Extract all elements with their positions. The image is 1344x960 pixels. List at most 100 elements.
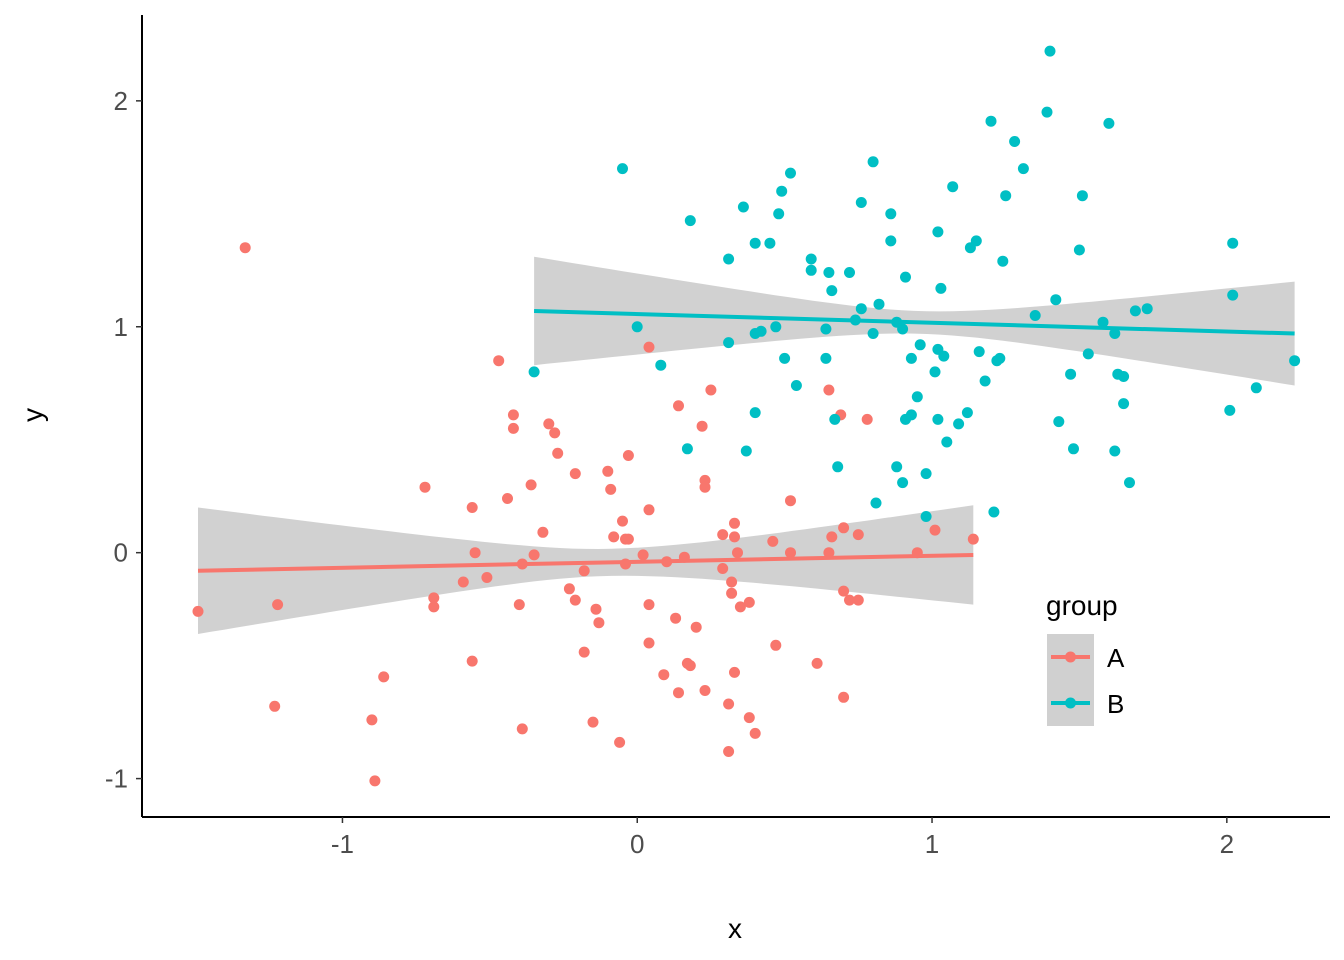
point-a: [838, 691, 850, 703]
point-a: [602, 465, 614, 477]
point-a: [457, 576, 469, 588]
point-a: [743, 712, 755, 724]
point-b: [1041, 106, 1053, 118]
point-b: [820, 323, 832, 335]
fit-line-a: [197, 552, 974, 573]
point-b: [785, 167, 796, 179]
legend-key-point-a: [1065, 651, 1076, 663]
point-a: [617, 515, 628, 527]
point-a: [670, 612, 682, 624]
point-b: [1053, 416, 1065, 428]
point-b: [755, 325, 767, 337]
point-b: [961, 407, 973, 419]
point-a: [717, 529, 729, 541]
point-a: [696, 420, 708, 432]
point-b: [1044, 45, 1056, 57]
point-a: [684, 660, 696, 672]
point-a: [729, 517, 740, 529]
point-a: [785, 495, 796, 507]
point-b: [1118, 371, 1130, 382]
point-b: [947, 181, 959, 193]
point-a: [507, 409, 519, 421]
point-b: [900, 271, 911, 283]
x-tick-label: 0: [630, 829, 644, 859]
point-a: [525, 479, 537, 491]
point-a: [734, 601, 746, 613]
point-b: [1224, 404, 1236, 416]
point-b: [617, 163, 628, 175]
point-a: [673, 400, 684, 412]
fit-lines: [197, 308, 1295, 573]
point-b: [1050, 294, 1062, 306]
point-a: [269, 700, 281, 712]
point-b: [1227, 289, 1239, 301]
point-a: [844, 594, 855, 606]
point-a: [614, 736, 626, 748]
point-a: [658, 669, 670, 681]
point-b: [1141, 303, 1153, 315]
point-a: [732, 547, 743, 559]
point-b: [779, 352, 791, 364]
x-tick-label: 1: [925, 829, 939, 859]
point-a: [861, 413, 873, 425]
legend-label-b: B: [1107, 689, 1124, 719]
point-a: [643, 504, 655, 516]
point-b: [1082, 348, 1094, 360]
point-b: [870, 497, 882, 509]
point-b: [684, 215, 696, 227]
point-b: [941, 436, 953, 448]
point-b: [997, 255, 1009, 267]
point-a: [516, 723, 528, 735]
y-tick-label: 2: [114, 86, 128, 116]
point-a: [569, 468, 581, 480]
point-a: [690, 621, 702, 633]
confidence-ribbons: [198, 256, 1295, 634]
point-a: [785, 547, 796, 559]
point-b: [805, 253, 817, 265]
point-a: [726, 587, 738, 599]
point-b: [914, 339, 926, 351]
point-a: [699, 481, 711, 493]
point-a: [717, 563, 729, 574]
point-b: [1097, 316, 1109, 328]
point-a: [552, 447, 564, 459]
point-b: [749, 237, 761, 249]
point-a: [743, 596, 755, 608]
point-b: [867, 156, 879, 168]
point-a: [593, 617, 605, 629]
point-a: [502, 493, 513, 504]
point-a: [428, 592, 440, 604]
point-b: [905, 409, 917, 421]
axes: [141, 15, 1330, 818]
point-a: [528, 549, 540, 561]
point-b: [764, 237, 776, 249]
point-a: [723, 698, 735, 710]
point-b: [970, 235, 982, 247]
fit-line-b: [534, 308, 1295, 336]
point-a: [272, 599, 284, 611]
point-b: [938, 350, 950, 362]
point-a: [643, 637, 655, 649]
point-a: [428, 601, 440, 613]
point-a: [622, 533, 634, 545]
point-a: [563, 583, 575, 595]
y-tick-label: 0: [114, 538, 128, 568]
point-a: [770, 639, 782, 651]
point-b: [1009, 136, 1021, 147]
point-a: [466, 655, 478, 667]
point-b: [1065, 368, 1077, 380]
point-b: [920, 511, 932, 522]
point-b: [773, 208, 785, 220]
point-a: [643, 599, 655, 611]
point-b: [1000, 190, 1012, 202]
point-b: [737, 201, 749, 213]
point-b: [920, 468, 932, 480]
point-b: [988, 506, 1000, 518]
point-b: [844, 267, 855, 278]
point-b: [823, 267, 835, 278]
point-a: [729, 666, 740, 678]
point-b: [885, 235, 897, 247]
point-b: [749, 407, 761, 419]
point-a: [826, 531, 838, 543]
point-b: [932, 413, 944, 425]
